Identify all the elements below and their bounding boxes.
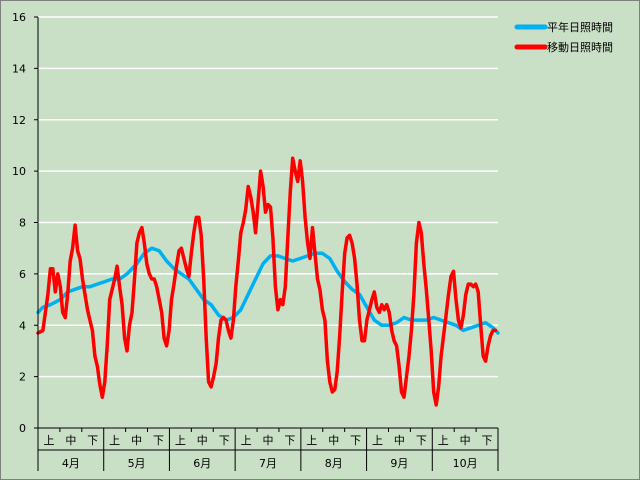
dekad-label: 上 bbox=[241, 434, 252, 447]
month-label: 5月 bbox=[128, 457, 146, 470]
month-label: 6月 bbox=[193, 457, 211, 470]
y-tick-label: 2 bbox=[19, 371, 26, 384]
dekad-label: 上 bbox=[175, 434, 186, 447]
dekad-label: 下 bbox=[482, 434, 493, 447]
dekad-label: 中 bbox=[65, 434, 76, 447]
series-lines bbox=[36, 156, 500, 407]
legend-label-1: 平年日照時間 bbox=[547, 20, 613, 34]
dekad-label: 中 bbox=[394, 434, 405, 447]
dekad-label: 中 bbox=[197, 434, 208, 447]
y-tick-label: 16 bbox=[12, 11, 26, 24]
y-tick-label: 8 bbox=[19, 217, 26, 230]
dekad-label: 中 bbox=[328, 434, 339, 447]
y-tick-label: 6 bbox=[19, 268, 26, 281]
month-label: 4月 bbox=[62, 457, 80, 470]
dekad-label: 中 bbox=[131, 434, 142, 447]
legend-label-2: 移動日照時間 bbox=[547, 40, 613, 54]
dekad-label: 上 bbox=[306, 434, 317, 447]
dekad-label: 下 bbox=[219, 434, 230, 447]
y-tick-label: 14 bbox=[12, 62, 26, 75]
dekad-label: 上 bbox=[109, 434, 120, 447]
dekad-label: 下 bbox=[350, 434, 361, 447]
month-label: 7月 bbox=[259, 457, 277, 470]
y-tick-label: 4 bbox=[19, 319, 26, 332]
series-line-2 bbox=[36, 156, 498, 407]
month-label: 8月 bbox=[325, 457, 343, 470]
dekad-label: 下 bbox=[153, 434, 164, 447]
dekad-label: 中 bbox=[460, 434, 471, 447]
dekad-label: 下 bbox=[416, 434, 427, 447]
dekad-label: 下 bbox=[284, 434, 295, 447]
month-label: 10月 bbox=[453, 457, 478, 470]
y-tick-label: 10 bbox=[12, 165, 26, 178]
dekad-label: 上 bbox=[43, 434, 54, 447]
axes: 0246810121416上中下4月上中下5月上中下6月上中下7月上中下8月上中… bbox=[12, 11, 499, 471]
dekad-label: 中 bbox=[263, 434, 274, 447]
dekad-label: 上 bbox=[438, 434, 449, 447]
y-tick-label: 0 bbox=[19, 422, 26, 435]
y-tick-label: 12 bbox=[12, 114, 26, 127]
month-label: 9月 bbox=[390, 457, 408, 470]
dekad-label: 上 bbox=[372, 434, 383, 447]
dekad-label: 下 bbox=[87, 434, 98, 447]
